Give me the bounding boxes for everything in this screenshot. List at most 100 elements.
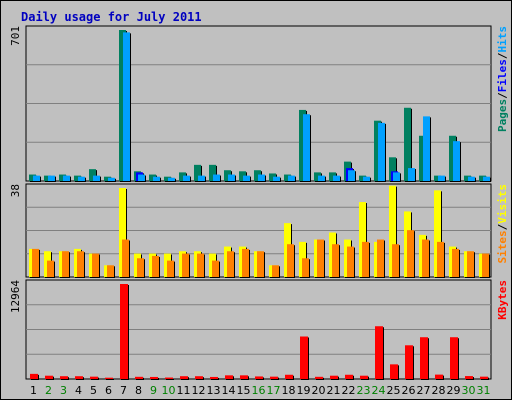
legend: KBytes bbox=[496, 280, 509, 320]
legend-entry-slash: / bbox=[496, 223, 509, 230]
x-tick-day-31: 31 bbox=[477, 384, 491, 397]
bar-pages-day-30 bbox=[464, 175, 471, 181]
y-max-label: 12964 bbox=[9, 280, 22, 313]
bar-pages-day-15 bbox=[239, 171, 246, 181]
bar-pages-day-13 bbox=[209, 164, 216, 181]
bar-pages-day-4 bbox=[74, 175, 81, 181]
bar-kbytes-day-8 bbox=[135, 376, 143, 379]
legend-entry-files: Files bbox=[496, 59, 509, 92]
bar-pages-day-5 bbox=[89, 169, 96, 181]
bar-kbytes-day-23 bbox=[360, 375, 368, 379]
bar-sites-day-29 bbox=[452, 248, 459, 277]
legend-entry-slash: / bbox=[496, 52, 509, 59]
x-tick-day-14: 14 bbox=[222, 384, 236, 397]
bar-pages-day-2 bbox=[44, 175, 51, 181]
bar-hits-day-7 bbox=[123, 32, 130, 181]
bar-kbytes-day-7 bbox=[120, 284, 128, 379]
bar-kbytes-day-28 bbox=[435, 374, 443, 379]
bar-sites-day-2 bbox=[47, 260, 54, 277]
bar-sites-day-6 bbox=[107, 265, 114, 277]
bar-kbytes-day-27 bbox=[420, 337, 428, 379]
bar-kbytes-day-3 bbox=[60, 376, 68, 379]
x-tick-day-20: 20 bbox=[312, 384, 326, 397]
bar-pages-day-17 bbox=[269, 173, 276, 181]
bar-kbytes-day-10 bbox=[165, 377, 173, 379]
bar-kbytes-day-4 bbox=[75, 376, 83, 379]
bar-hits-day-21 bbox=[333, 175, 340, 181]
bar-pages-day-27 bbox=[419, 135, 426, 181]
bar-kbytes-day-31 bbox=[480, 376, 488, 379]
bar-pages-day-18 bbox=[284, 174, 291, 181]
bar-hits-day-5 bbox=[93, 175, 100, 181]
bar-kbytes-day-29 bbox=[450, 337, 458, 379]
bar-sites-day-31 bbox=[482, 253, 489, 277]
x-tick-day-12: 12 bbox=[192, 384, 206, 397]
bar-hits-day-28 bbox=[438, 175, 445, 181]
bar-sites-day-25 bbox=[392, 244, 399, 277]
bar-hits-day-24 bbox=[378, 122, 385, 181]
x-tick-day-21: 21 bbox=[327, 384, 341, 397]
bar-kbytes-day-30 bbox=[465, 376, 473, 379]
bar-sites-day-17 bbox=[272, 265, 279, 277]
bar-sites-day-4 bbox=[77, 251, 84, 277]
bar-hits-day-2 bbox=[48, 175, 55, 181]
y-max-label: 38 bbox=[9, 184, 22, 197]
bar-hits-day-23 bbox=[363, 176, 370, 181]
bar-hits-day-6 bbox=[108, 177, 115, 181]
x-tick-day-16: 16 bbox=[252, 384, 266, 397]
bar-hits-day-20 bbox=[318, 175, 325, 181]
bar-sites-day-19 bbox=[302, 258, 309, 277]
x-tick-day-23: 23 bbox=[357, 384, 371, 397]
bar-hits-day-4 bbox=[78, 176, 85, 181]
bar-pages-day-31 bbox=[479, 175, 486, 181]
bar-sites-day-5 bbox=[92, 253, 99, 277]
x-tick-day-7: 7 bbox=[120, 384, 127, 397]
bar-pages-day-16 bbox=[254, 170, 261, 181]
panel-visits-sites: 38 Sites/Visits bbox=[9, 183, 509, 278]
bar-kbytes-day-14 bbox=[225, 375, 233, 379]
x-tick-day-24: 24 bbox=[372, 384, 386, 397]
bar-sites-day-10 bbox=[167, 260, 174, 277]
bar-sites-day-13 bbox=[212, 260, 219, 277]
bar-kbytes-day-24 bbox=[375, 326, 383, 379]
legend: Pages/Files/Hits bbox=[496, 26, 509, 132]
x-tick-day-13: 13 bbox=[207, 384, 221, 397]
bar-sites-day-23 bbox=[362, 241, 369, 277]
bar-pages-day-3 bbox=[59, 174, 66, 181]
bar-visits-day-23 bbox=[359, 202, 366, 277]
bar-kbytes-day-25 bbox=[390, 364, 398, 379]
chart-title: Daily usage for July 2011 bbox=[21, 10, 202, 24]
bar-hits-day-11 bbox=[183, 175, 190, 181]
bar-sites-day-20 bbox=[317, 239, 324, 277]
x-tick-day-22: 22 bbox=[342, 384, 356, 397]
bar-kbytes-day-20 bbox=[315, 376, 323, 379]
bar-hits-day-27 bbox=[423, 116, 430, 181]
x-tick-day-25: 25 bbox=[387, 384, 401, 397]
bar-sites-day-12 bbox=[197, 253, 204, 277]
bar-hits-day-18 bbox=[288, 175, 295, 181]
legend-entry-slash: / bbox=[496, 92, 509, 99]
bar-pages-day-1 bbox=[29, 174, 36, 181]
bar-sites-day-11 bbox=[182, 253, 189, 277]
bar-hits-day-30 bbox=[468, 176, 475, 181]
x-tick-day-18: 18 bbox=[282, 384, 296, 397]
bar-kbytes-day-19 bbox=[300, 336, 308, 379]
bar-kbytes-day-10-shadow bbox=[166, 378, 174, 380]
x-tick-day-27: 27 bbox=[417, 384, 431, 397]
x-tick-day-11: 11 bbox=[177, 384, 191, 397]
bar-pages-day-25 bbox=[389, 157, 396, 181]
bar-hits-day-15 bbox=[243, 175, 250, 181]
bar-sites-day-27 bbox=[422, 239, 429, 277]
bar-pages-day-20 bbox=[314, 172, 321, 181]
bar-visits-day-25 bbox=[389, 185, 396, 277]
bar-pages-day-26 bbox=[404, 107, 411, 181]
bar-sites-day-14 bbox=[227, 251, 234, 277]
bar-pages-day-24 bbox=[374, 120, 381, 181]
bar-kbytes-day-11 bbox=[180, 376, 188, 379]
bar-sites-day-22 bbox=[347, 246, 354, 277]
bar-sites-day-3 bbox=[62, 251, 69, 277]
bar-kbytes-day-16 bbox=[255, 376, 263, 379]
